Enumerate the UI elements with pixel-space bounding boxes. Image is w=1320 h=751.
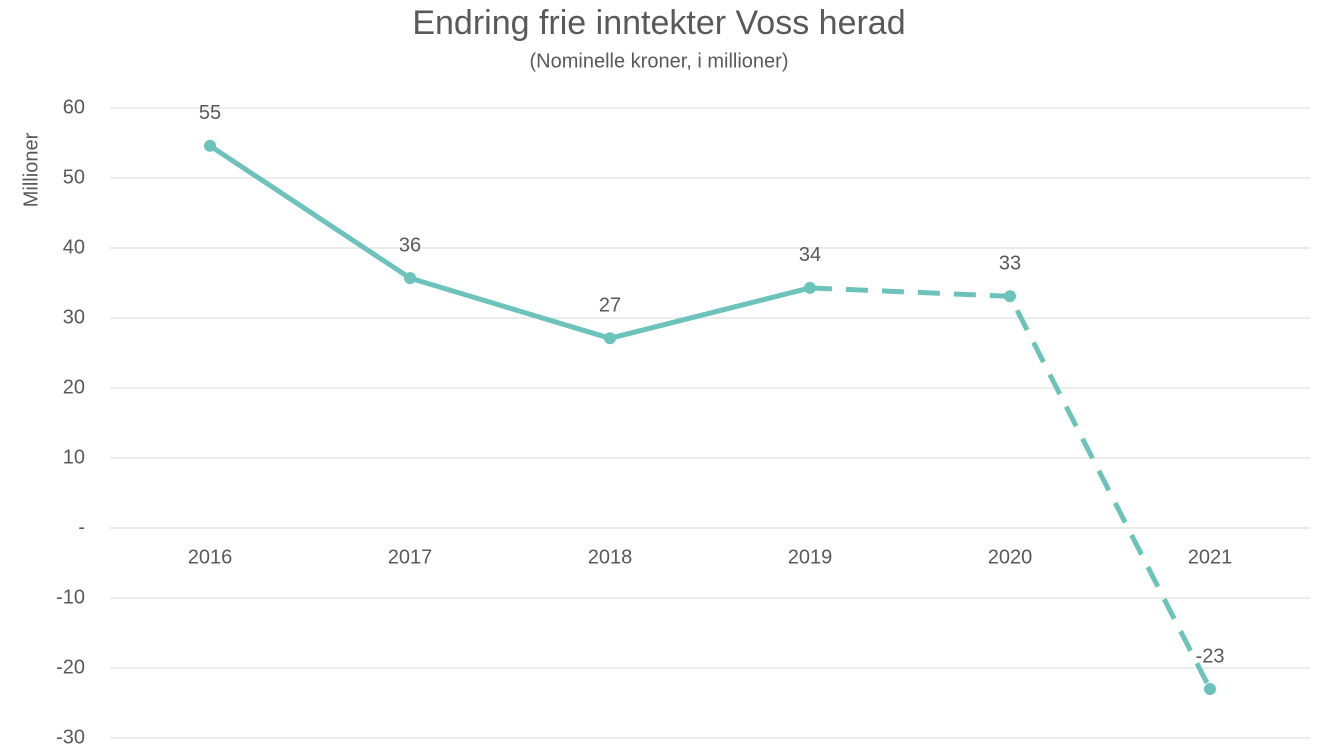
line [208, 143, 811, 341]
y-tick-label: -30 [56, 726, 85, 748]
chart-title: Endring frie inntekter Voss herad [412, 4, 905, 42]
data-label: -23 [1196, 645, 1225, 667]
line [809, 285, 1213, 691]
point [804, 281, 816, 294]
y-axis-label: Millioner [20, 132, 42, 207]
y-tick-label: -10 [56, 586, 85, 608]
x-tick-label: 2017 [388, 546, 433, 568]
point [604, 332, 616, 345]
x-tick-label: 2020 [988, 546, 1033, 568]
chart-subtitle: (Nominelle kroner, i millioner) [530, 50, 789, 72]
data-label: 55 [199, 102, 221, 124]
y-tick-label: 50 [63, 166, 85, 188]
x-tick-label: 2021 [1188, 546, 1233, 568]
y-tick-label: 40 [63, 236, 85, 258]
y-tick-label: 10 [63, 446, 85, 468]
y-tick-label: 20 [63, 376, 85, 398]
y-tick-label: 30 [63, 306, 85, 328]
y-tick-label: - [78, 516, 85, 538]
point [404, 272, 416, 285]
data-label: 33 [999, 253, 1021, 275]
point [1004, 290, 1016, 303]
data-label: 27 [599, 295, 621, 317]
data-label: 36 [399, 234, 421, 256]
point [1204, 683, 1216, 695]
point [204, 139, 216, 152]
data-label: 34 [799, 244, 821, 266]
x-tick-label: 2018 [588, 546, 633, 568]
y-tick-label: 60 [63, 96, 85, 118]
x-tick-label: 2016 [188, 546, 233, 568]
x-tick-label: 2019 [788, 546, 833, 568]
y-tick-label: -20 [56, 656, 85, 678]
